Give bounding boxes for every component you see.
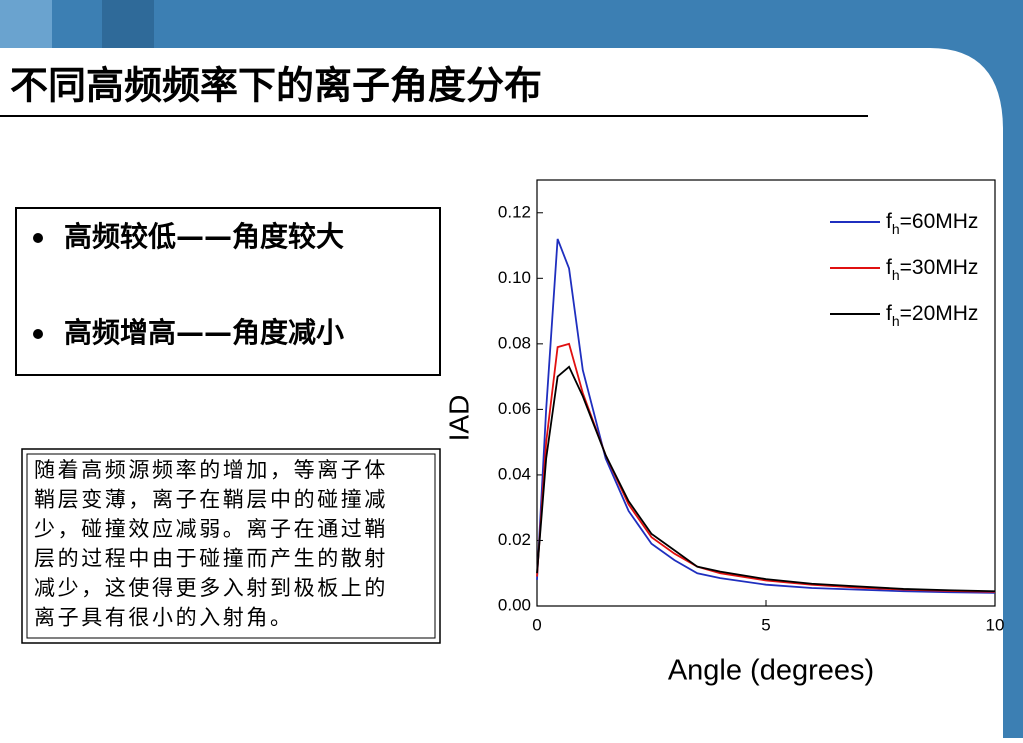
bullet-dot [33, 233, 43, 243]
note-box [21, 448, 441, 644]
bullet: 高频较低——角度较大 [64, 220, 344, 253]
x-tick-label: 0 [532, 615, 541, 634]
decor-square [0, 0, 52, 48]
y-tick-label: 0.02 [498, 530, 531, 549]
note-line: 离子具有很小的入射角。 [34, 605, 294, 629]
bullet-dot [33, 329, 43, 339]
legend-label: fh=20MHz [886, 302, 978, 329]
chart: 0.00 0.02 0.04 0.06 0.08 0.10 0.12 0 5 10 Angle (d… [443, 179, 1005, 687]
note: 随着高频源频率的增加，等离子体鞘层变薄，离子在鞘层中的碰撞减少，碰撞效应减弱。离… [34, 458, 388, 630]
legend-label: fh=60MHz [886, 210, 978, 237]
content-area [0, 48, 1003, 738]
note-line: 鞘层变薄，离子在鞘层中的碰撞减 [34, 487, 388, 511]
y-tick-label: 0.04 [498, 464, 531, 483]
series-line [536, 238, 996, 594]
y-tick-label: 0.10 [498, 268, 531, 287]
y-axis-label: IAD [443, 395, 474, 442]
note-line: 层的过程中由于碰撞而产生的散射 [34, 546, 388, 570]
series-line [536, 342, 996, 593]
bullet: 高频增高——角度减小 [64, 316, 344, 349]
bullet-box [15, 207, 441, 376]
decor-square [102, 0, 154, 48]
slide-title: 不同高频频率下的离子角度分布 [10, 64, 542, 108]
y-tick-label: 0.08 [498, 333, 531, 352]
series-line [536, 365, 996, 593]
note-line: 减少，这使得更多入射到极板上的 [34, 576, 388, 600]
y-tick-label: 0.06 [498, 399, 531, 418]
x-tick-label: 10 [986, 615, 1005, 634]
y-tick-label: 0.00 [498, 595, 531, 614]
x-tick-label: 5 [761, 615, 770, 634]
y-tick-label: 0.12 [498, 202, 531, 221]
note-line: 少，碰撞效应减弱。离子在通过鞘 [34, 517, 388, 541]
note-box-inner [26, 453, 436, 639]
x-axis-label: Angle (degrees) [668, 655, 874, 687]
note-line: 随着高频源频率的增加，等离子体 [34, 458, 388, 482]
legend-label: fh=30MHz [886, 256, 978, 283]
